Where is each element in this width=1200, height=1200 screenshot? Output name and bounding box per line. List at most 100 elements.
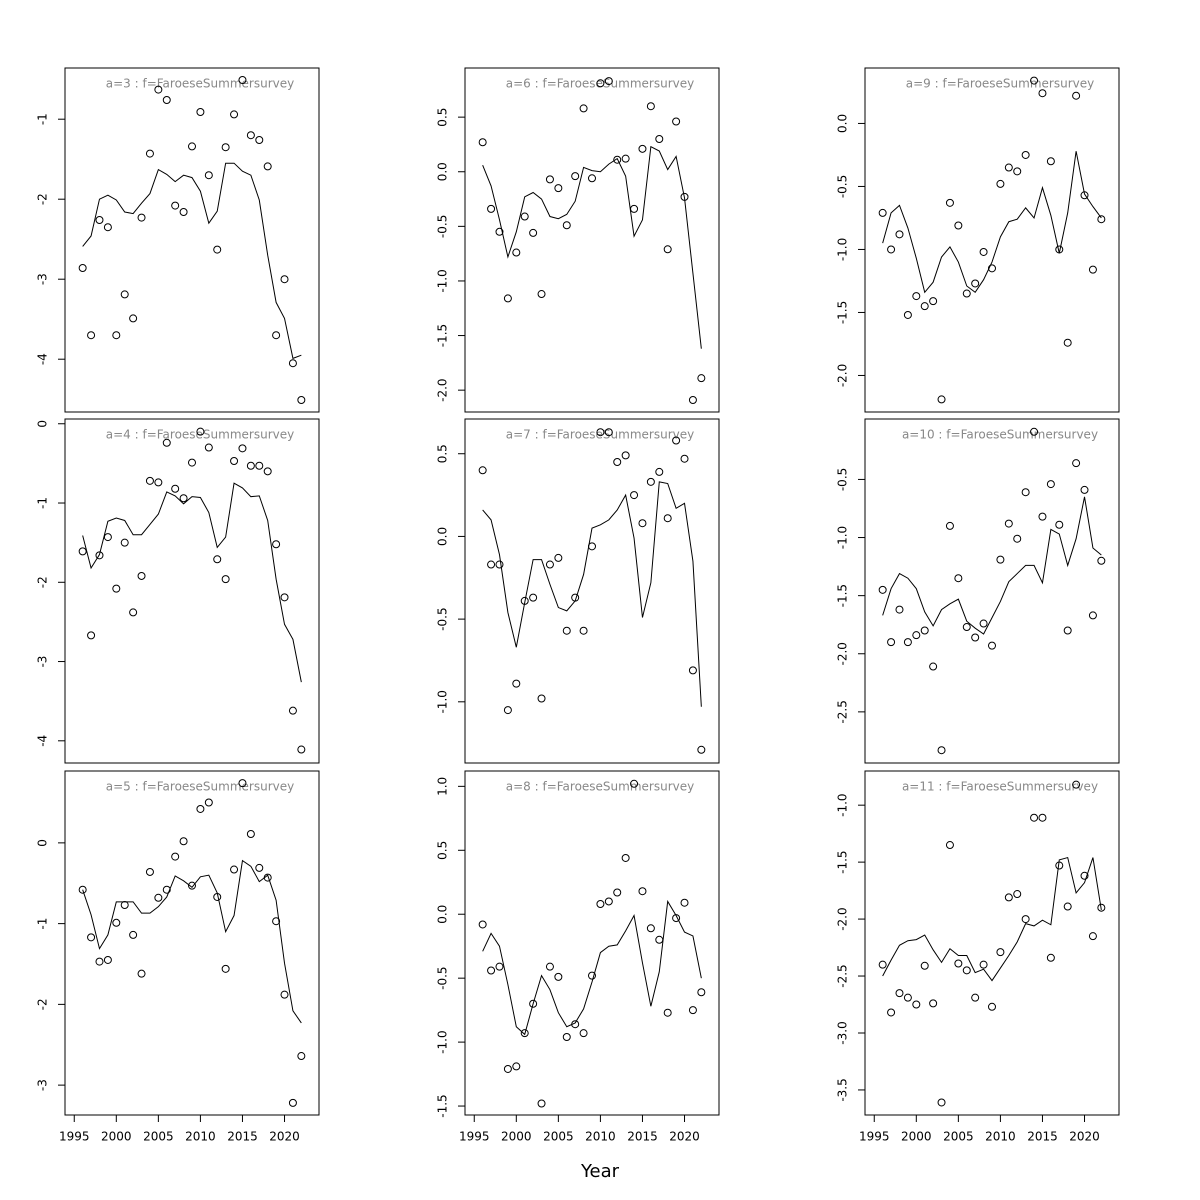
data-point: [520, 212, 529, 221]
data-point: [162, 438, 171, 447]
y-tick-label: -3.5: [836, 1078, 850, 1101]
fit-line: [82, 162, 302, 360]
data-point: [562, 626, 571, 635]
data-point: [655, 134, 664, 143]
data-point: [137, 571, 146, 580]
y-tick-label: -2.0: [836, 364, 850, 387]
panel-title: a=3 : f=FaroeseSummersurvey: [106, 77, 294, 91]
data-point: [588, 971, 596, 980]
x-tick-label: 2000: [501, 1130, 532, 1144]
data-point: [912, 631, 921, 640]
y-tick-label: 0: [36, 420, 50, 428]
x-axis-label: Year: [580, 1161, 620, 1182]
data-point: [1021, 488, 1030, 497]
panel-title: a=9 : f=FaroeseSummersurvey: [906, 77, 1094, 91]
data-point: [579, 626, 588, 635]
y-tick-label: -3.0: [836, 1021, 850, 1044]
data-point: [903, 310, 912, 319]
data-point: [537, 694, 546, 703]
data-point: [945, 198, 954, 207]
data-point: [971, 633, 980, 642]
x-tick-label: 2020: [1069, 1130, 1100, 1144]
data-point: [230, 457, 239, 466]
fit-line: [482, 899, 702, 1036]
data-point: [238, 779, 247, 788]
y-tick-label: -1.0: [436, 1030, 450, 1053]
data-point: [188, 458, 196, 467]
data-point: [204, 171, 213, 180]
data-point: [945, 841, 954, 850]
data-point: [196, 427, 205, 436]
data-point: [1038, 89, 1047, 98]
data-point: [120, 538, 129, 547]
data-point: [137, 969, 146, 978]
data-point: [937, 746, 946, 755]
data-point: [979, 960, 988, 969]
y-tick-label: 0: [36, 839, 50, 847]
data-point: [246, 829, 255, 838]
data-point: [912, 292, 921, 301]
panel-title: a=8 : f=FaroeseSummersurvey: [506, 780, 694, 794]
fit-line: [482, 145, 702, 349]
data-point: [145, 867, 154, 876]
plot-frame: [64, 67, 320, 413]
data-point: [954, 221, 963, 230]
data-point: [171, 484, 180, 493]
x-tick-label: 2015: [227, 1130, 258, 1144]
data-point: [697, 374, 706, 383]
y-tick-label: -1.0: [436, 269, 450, 292]
data-point: [179, 208, 188, 216]
data-point: [537, 290, 546, 299]
data-point: [171, 852, 180, 861]
data-point: [878, 585, 887, 594]
data-point: [1072, 91, 1081, 100]
data-point: [613, 888, 622, 897]
x-tick-label: 2000: [901, 1130, 932, 1144]
data-point: [887, 1008, 896, 1017]
x-tick-label: 1995: [459, 1130, 490, 1144]
data-point: [520, 1029, 529, 1038]
y-tick-label: -2.0: [836, 907, 850, 930]
data-point: [1072, 780, 1081, 789]
data-point: [1030, 76, 1039, 85]
data-point: [1038, 813, 1047, 822]
data-point: [920, 302, 929, 311]
data-point: [895, 989, 904, 998]
data-point: [255, 863, 264, 872]
data-point: [154, 478, 163, 487]
y-tick-label: -1: [36, 918, 50, 930]
data-point: [196, 108, 205, 116]
y-tick-label: -1: [36, 113, 50, 125]
y-tick-label: -2.5: [836, 700, 850, 723]
data-point: [638, 519, 647, 528]
y-tick-label: -1.0: [836, 526, 850, 549]
fit-line: [482, 481, 702, 707]
data-point: [537, 1099, 546, 1108]
x-tick-label: 2010: [985, 1130, 1016, 1144]
data-point: [280, 990, 289, 999]
y-tick-label: 0.0: [836, 114, 850, 133]
data-point: [87, 331, 96, 340]
data-point: [288, 359, 297, 368]
plot-frame: [864, 418, 1120, 764]
panel-title: a=5 : f=FaroeseSummersurvey: [106, 780, 294, 794]
data-point: [579, 104, 588, 113]
data-point: [495, 560, 504, 569]
data-point: [1097, 903, 1106, 912]
data-point: [672, 436, 681, 445]
data-point: [887, 638, 896, 647]
y-tick-label: -2.5: [836, 964, 850, 987]
data-point: [221, 964, 230, 973]
data-point: [1080, 871, 1089, 880]
fit-line: [882, 151, 1102, 294]
data-point: [554, 184, 563, 193]
data-point: [545, 175, 554, 184]
plot-frame: [464, 770, 720, 1116]
y-tick-label: -1.5: [836, 584, 850, 607]
data-point: [512, 679, 521, 688]
data-point: [272, 917, 281, 926]
data-point: [562, 221, 571, 230]
data-point: [196, 804, 205, 813]
